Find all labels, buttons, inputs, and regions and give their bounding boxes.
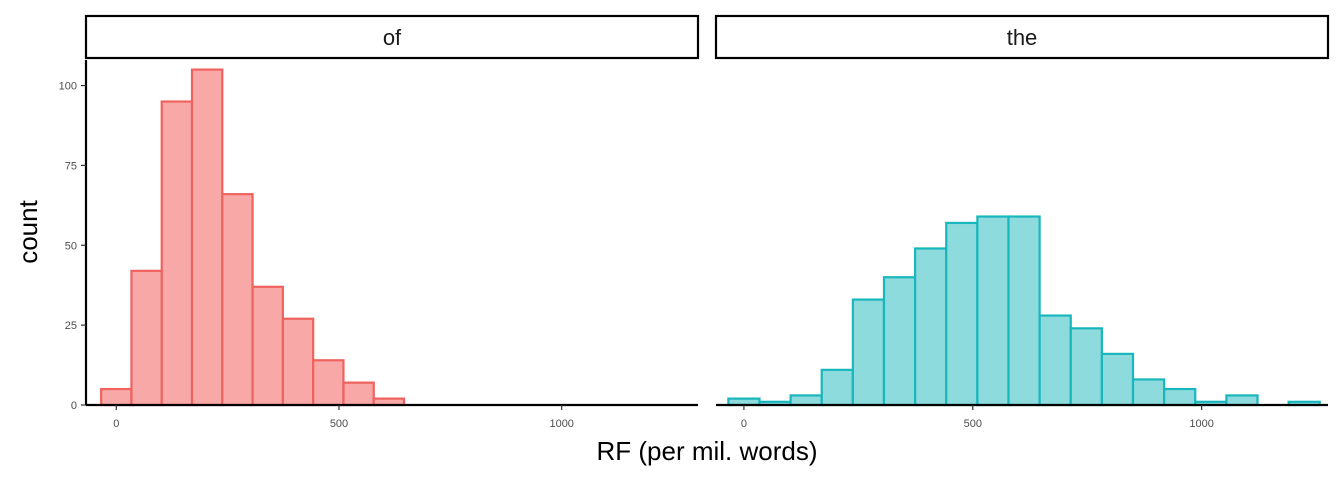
- x-tick-label: 500: [964, 418, 982, 430]
- x-tick-label: 1000: [1189, 418, 1213, 430]
- x-tick-label: 1000: [549, 418, 573, 430]
- y-axis-title: count: [13, 199, 43, 263]
- facet-strip: [84, 14, 700, 60]
- histogram-bar: [1163, 387, 1197, 407]
- histogram-bar: [1225, 394, 1259, 407]
- histogram-bar: [882, 276, 917, 407]
- facet-strip: [714, 14, 1330, 60]
- histogram-bar: [130, 269, 163, 407]
- y-tick-label: 100: [59, 81, 77, 93]
- histogram-bar: [281, 317, 315, 407]
- y-tick-label: 25: [65, 320, 77, 332]
- histogram-bar: [789, 394, 823, 407]
- x-axis-title: RF (per mil. words): [596, 436, 817, 466]
- histogram-bar: [1007, 215, 1041, 407]
- histogram-bar: [1038, 314, 1072, 407]
- x-tick-label: 0: [741, 418, 747, 430]
- histogram-bar: [1069, 327, 1103, 407]
- facet-panel-the: the 0 500 1000: [714, 14, 1330, 430]
- histogram-bar: [251, 285, 284, 407]
- histogram-bar: [312, 359, 345, 407]
- y-tick-label: 75: [65, 160, 77, 172]
- histogram-bar: [221, 193, 254, 407]
- facet-strip-label: of: [383, 25, 402, 50]
- x-tick-label: 0: [113, 418, 119, 430]
- histogram-bar: [945, 221, 979, 407]
- histogram-bar: [851, 298, 886, 407]
- x-tick-label: 500: [330, 418, 348, 430]
- histogram-bar: [914, 247, 948, 407]
- histogram-bar: [100, 387, 133, 407]
- y-tick-label: 50: [65, 240, 77, 252]
- histogram-bar: [820, 368, 854, 407]
- histogram-bar: [160, 100, 194, 407]
- histogram-bar: [190, 68, 224, 407]
- histogram-bar: [976, 215, 1010, 407]
- y-tick-label: 0: [71, 400, 77, 412]
- histogram-bar: [1100, 352, 1135, 407]
- histogram-bar: [342, 381, 375, 407]
- facet-strip-label: the: [1007, 25, 1038, 50]
- histogram-bar: [1131, 378, 1166, 407]
